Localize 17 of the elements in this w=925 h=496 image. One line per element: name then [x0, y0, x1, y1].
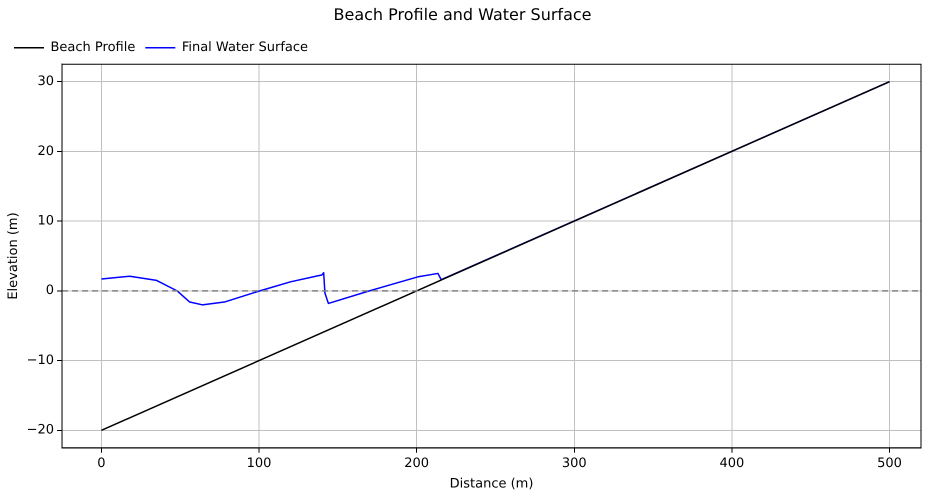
chart-title: Beach Profile and Water Surface [333, 4, 592, 24]
legend-label: Beach Profile [50, 40, 136, 56]
x-tick-label: 300 [562, 456, 587, 471]
y-tick-label: 30 [37, 74, 54, 90]
y-tick-label: 20 [37, 144, 54, 159]
x-tick-label: 100 [246, 456, 272, 471]
y-tick-label: 0 [46, 283, 54, 298]
legend-label: Final Water Surface [182, 40, 308, 56]
x-axis-title: Distance (m) [450, 476, 534, 492]
x-tick-label: 500 [877, 456, 902, 471]
y-tick-label: 10 [37, 214, 54, 228]
x-tick-label: 200 [404, 456, 430, 471]
y-tick-label: −10 [26, 352, 54, 368]
x-tick-label: 0 [97, 456, 106, 471]
y-tick-label: −20 [26, 422, 54, 438]
x-tick-label: 400 [719, 456, 744, 471]
y-axis-title: Elevation (m) [6, 212, 22, 300]
